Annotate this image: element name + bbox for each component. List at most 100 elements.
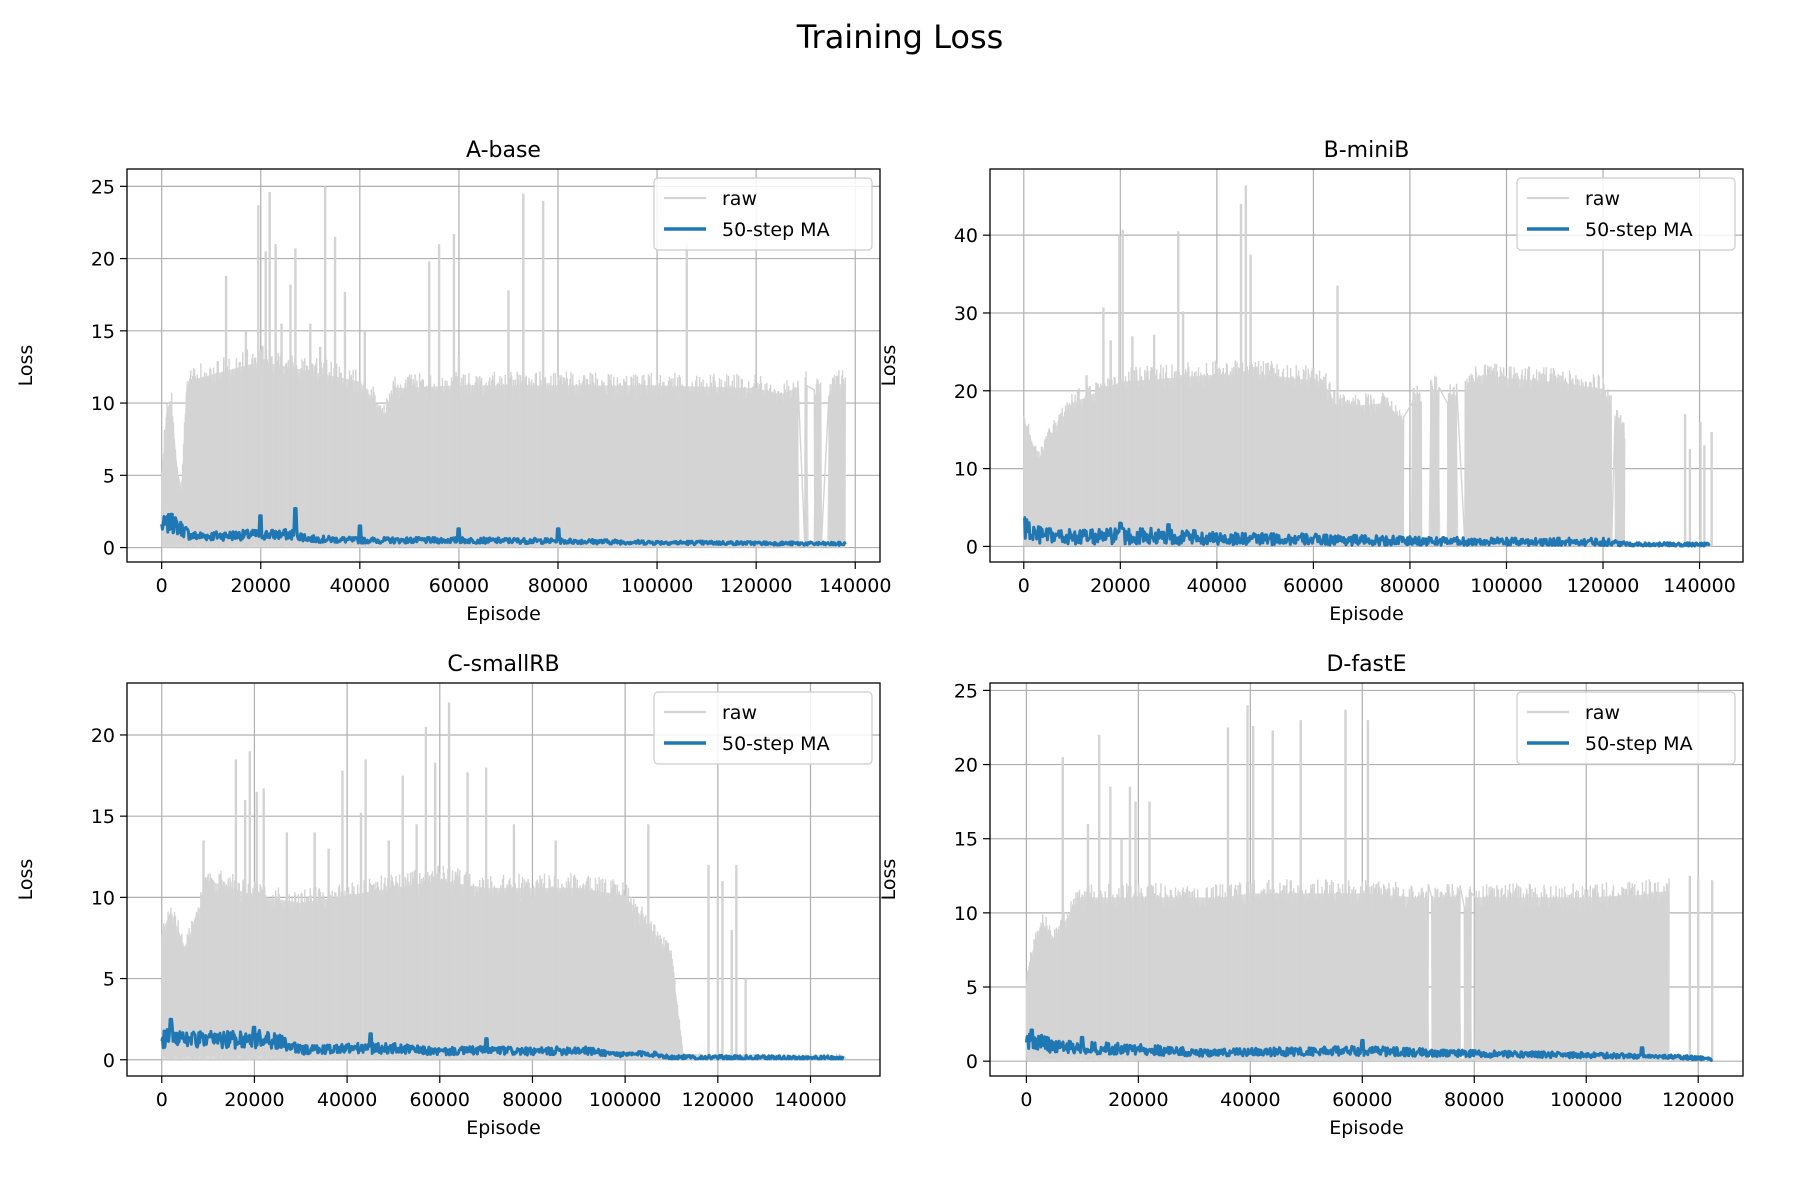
- x-tick-label: 80000: [1444, 1089, 1504, 1111]
- x-tick-label: 60000: [1283, 575, 1343, 597]
- legend-label: raw: [722, 188, 757, 210]
- x-tick-label: 140000: [819, 575, 892, 597]
- y-tick-label: 15: [954, 829, 978, 851]
- x-tick-label: 60000: [429, 575, 489, 597]
- legend-label: 50-step MA: [722, 733, 830, 755]
- legend-label: 50-step MA: [722, 219, 830, 241]
- x-axis-label: Episode: [466, 603, 541, 625]
- raw-loss-fill: [1026, 890, 1670, 1062]
- x-tick-label: 120000: [1662, 1089, 1735, 1111]
- moving-average-line: [160, 507, 847, 547]
- legend: raw 50-step MA: [653, 691, 873, 765]
- y-tick-label: 25: [91, 176, 115, 198]
- subplot-d-faste: 0 20000 40000 60000 80000 100000 120000 0 5 10 15 2…: [878, 652, 1744, 1139]
- x-tick-label: 40000: [1220, 1089, 1280, 1111]
- legend-box: [1516, 691, 1736, 765]
- legend-label: raw: [1585, 188, 1620, 210]
- x-tick-label: 120000: [1567, 575, 1640, 597]
- x-tick-label: 100000: [621, 575, 694, 597]
- plot-area: [160, 186, 847, 548]
- moving-average-line: [160, 1017, 845, 1061]
- x-tick-label: 140000: [1663, 575, 1736, 597]
- x-tick-label: 20000: [224, 1089, 284, 1111]
- moving-average-line: [1024, 1028, 1714, 1062]
- plot-area: [1023, 185, 1713, 548]
- y-tick-label: 15: [91, 806, 115, 828]
- x-tick-label: 80000: [528, 575, 588, 597]
- moving-average-line: [1023, 516, 1711, 548]
- raw-loss-fill: [161, 361, 846, 548]
- x-tick-label: 120000: [720, 575, 793, 597]
- legend-label: 50-step MA: [1585, 733, 1693, 755]
- x-axis-label: Episode: [466, 1117, 541, 1139]
- legend-label: raw: [722, 702, 757, 724]
- axes-frame: [989, 168, 1744, 563]
- y-tick-label: 20: [91, 725, 115, 747]
- subplot-a-base: 0 20000 40000 60000 80000 100000 120000 140000 0…: [15, 138, 891, 625]
- subplot-grid: 0 20000 40000 60000 80000 100000 120000 1400000…: [15, 138, 1744, 1139]
- x-axis-label: Episode: [1329, 603, 1404, 625]
- y-tick-label: 20: [954, 381, 978, 403]
- y-tick-label: 5: [103, 969, 115, 991]
- y-tick-label: 0: [103, 1050, 115, 1072]
- subplot-title: C-smallRB: [447, 652, 559, 677]
- legend-box: [1516, 177, 1736, 251]
- legend: raw 50-step MA: [1516, 691, 1736, 765]
- y-tick-label: 0: [966, 1051, 978, 1073]
- x-tick-label: 60000: [410, 1089, 470, 1111]
- x-tick-label: 100000: [1550, 1089, 1623, 1111]
- y-tick-label: 0: [103, 538, 115, 560]
- x-tick-label: 40000: [1187, 575, 1247, 597]
- x-tick-label: 100000: [589, 1089, 662, 1111]
- legend-box: [653, 691, 873, 765]
- y-tick-label: 15: [91, 321, 115, 343]
- y-tick-label: 10: [91, 887, 115, 909]
- x-tick-label: 80000: [1380, 575, 1440, 597]
- x-tick-label: 0: [156, 1089, 168, 1111]
- axes-frame: [126, 168, 881, 563]
- x-tick-label: 120000: [682, 1089, 755, 1111]
- plot-area: [160, 702, 846, 1062]
- x-tick-label: 40000: [317, 1089, 377, 1111]
- y-tick-label: 10: [954, 459, 978, 481]
- subplot-title: D-fastE: [1326, 652, 1406, 677]
- x-tick-label: 20000: [231, 575, 291, 597]
- axes-frame: [126, 682, 881, 1077]
- figure-title: Training Loss: [796, 18, 1004, 56]
- y-tick-label: 5: [103, 465, 115, 487]
- y-tick-label: 0: [966, 536, 978, 558]
- y-axis-label: Loss: [878, 345, 900, 387]
- y-tick-label: 10: [91, 393, 115, 415]
- y-tick-label: 40: [954, 225, 978, 247]
- y-tick-label: 5: [966, 977, 978, 999]
- axes-frame: [989, 682, 1744, 1077]
- subplot-title: B-miniB: [1324, 138, 1410, 163]
- subplot-c-smallrb: 0 20000 40000 60000 80000 100000 120000 140000 0…: [15, 652, 881, 1139]
- y-tick-label: 25: [954, 680, 978, 702]
- x-tick-label: 80000: [502, 1089, 562, 1111]
- legend: raw 50-step MA: [653, 177, 873, 251]
- y-tick-label: 10: [954, 903, 978, 925]
- x-tick-label: 0: [1020, 1089, 1032, 1111]
- x-tick-label: 0: [1018, 575, 1030, 597]
- raw-loss-fill: [161, 880, 846, 1060]
- y-axis-label: Loss: [15, 859, 37, 901]
- subplot-title: A-base: [466, 138, 541, 163]
- y-tick-label: 20: [954, 755, 978, 777]
- x-tick-label: 20000: [1108, 1089, 1168, 1111]
- y-axis-label: Loss: [15, 345, 37, 387]
- legend-box: [653, 177, 873, 251]
- subplot-b-minib: 0 20000 40000 60000 80000 100000 120000 140000 0…: [878, 138, 1744, 625]
- x-tick-label: 0: [156, 575, 168, 597]
- y-tick-label: 20: [91, 249, 115, 271]
- legend: raw 50-step MA: [1516, 177, 1736, 251]
- y-tick-label: 30: [954, 303, 978, 325]
- x-tick-label: 100000: [1470, 575, 1543, 597]
- x-tick-label: 20000: [1090, 575, 1150, 597]
- x-axis-label: Episode: [1329, 1117, 1404, 1139]
- x-tick-label: 40000: [330, 575, 390, 597]
- legend-label: raw: [1585, 702, 1620, 724]
- y-axis-label: Loss: [878, 859, 900, 901]
- plot-area: [1024, 705, 1714, 1062]
